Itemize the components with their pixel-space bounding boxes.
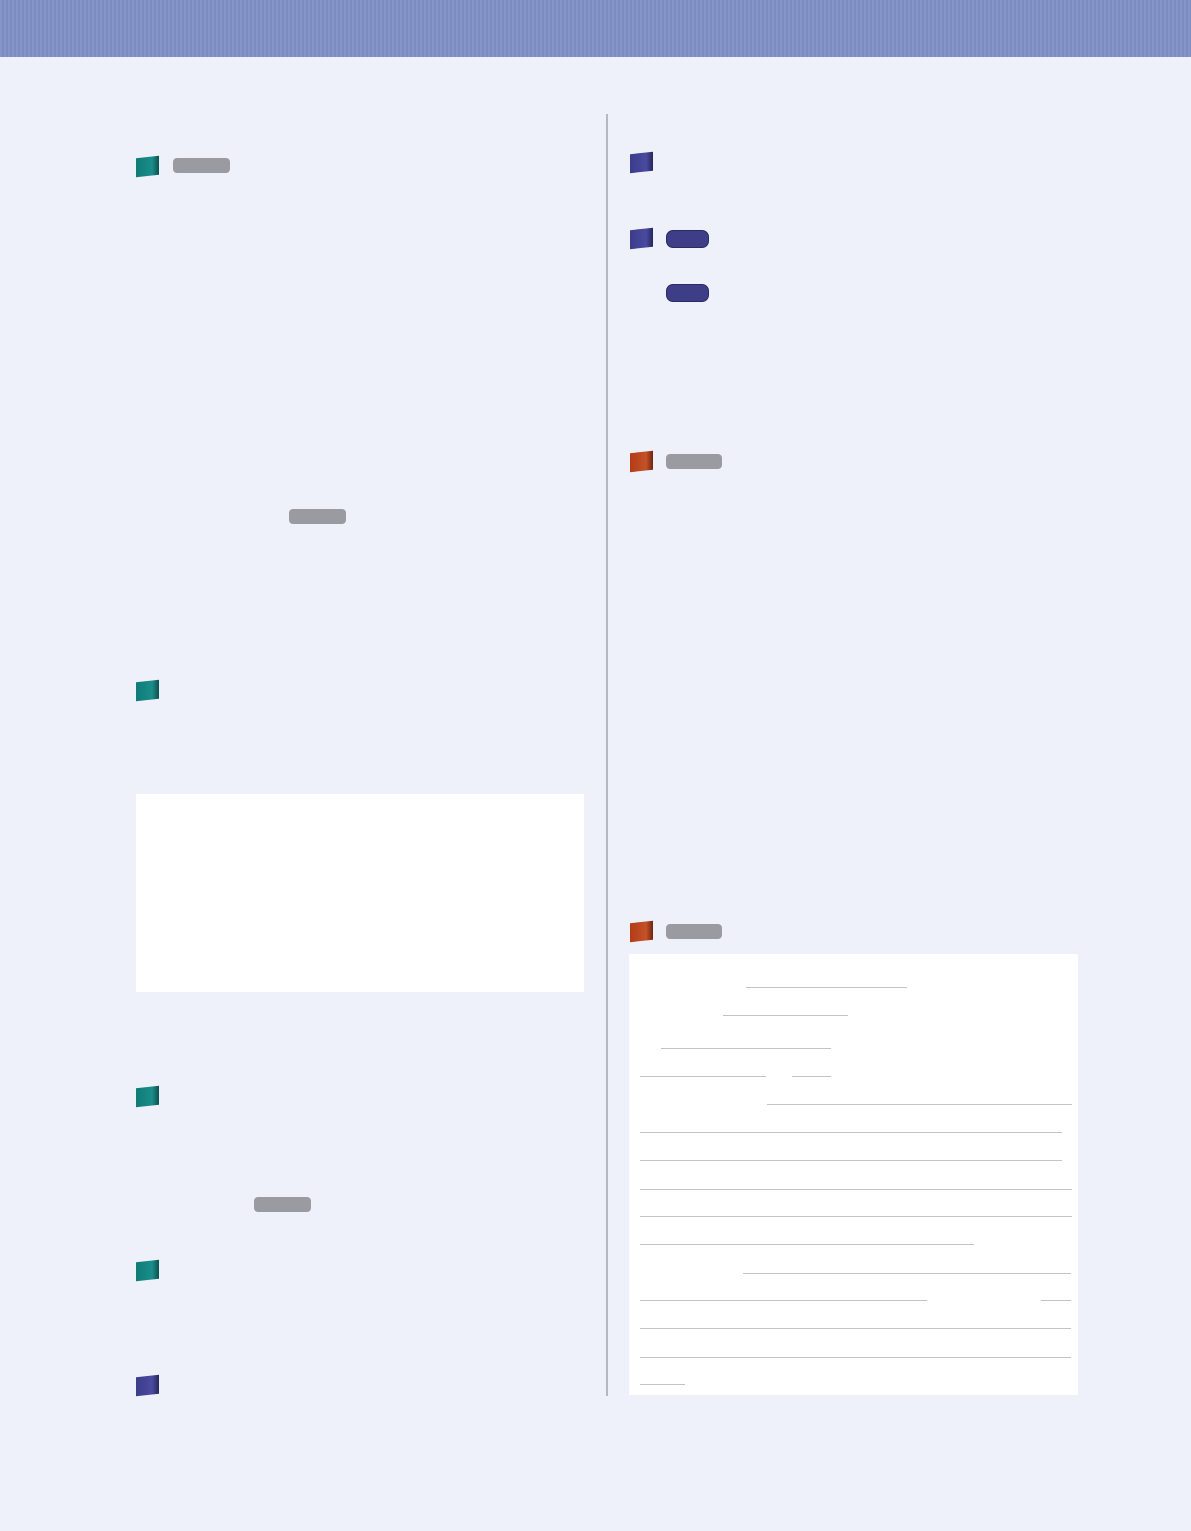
- redacted-text: [254, 1197, 311, 1212]
- form-field-line[interactable]: [746, 987, 907, 988]
- form-field-line[interactable]: [640, 1132, 1062, 1133]
- column-divider: [606, 114, 608, 1396]
- form-field-line[interactable]: [640, 1244, 974, 1245]
- form-field-line[interactable]: [640, 1216, 1072, 1217]
- form-field-line[interactable]: [640, 1300, 927, 1301]
- form-field-line[interactable]: [723, 1015, 848, 1016]
- square-bullet-icon: [630, 450, 653, 473]
- square-bullet-icon: [630, 227, 653, 250]
- form-field-line[interactable]: [743, 1273, 1071, 1274]
- redacted-text: [289, 509, 346, 524]
- redacted-heading: [666, 454, 722, 469]
- square-bullet-icon: [136, 1374, 159, 1397]
- form-field-line[interactable]: [640, 1328, 1071, 1329]
- square-bullet-icon: [136, 679, 159, 702]
- redacted-tag: [666, 284, 709, 302]
- form-field-line[interactable]: [640, 1189, 1072, 1190]
- form-field-line[interactable]: [1041, 1300, 1071, 1301]
- content-box: [136, 794, 584, 992]
- square-bullet-icon: [630, 920, 653, 943]
- redacted-heading: [173, 158, 230, 173]
- page-header-band: [0, 0, 1191, 57]
- form-field-line[interactable]: [640, 1076, 766, 1077]
- form-field-line[interactable]: [640, 1160, 1062, 1161]
- form-field-line[interactable]: [640, 1384, 685, 1385]
- square-bullet-icon: [136, 155, 159, 178]
- form-field-line[interactable]: [640, 1357, 1071, 1358]
- form-field-line[interactable]: [767, 1104, 1072, 1105]
- square-bullet-icon: [136, 1259, 159, 1282]
- form-field-line[interactable]: [792, 1076, 831, 1077]
- form-box: [629, 954, 1078, 1395]
- square-bullet-icon: [630, 151, 653, 174]
- form-field-line[interactable]: [661, 1048, 831, 1049]
- square-bullet-icon: [136, 1085, 159, 1108]
- redacted-heading: [666, 924, 722, 939]
- redacted-tag: [666, 230, 709, 248]
